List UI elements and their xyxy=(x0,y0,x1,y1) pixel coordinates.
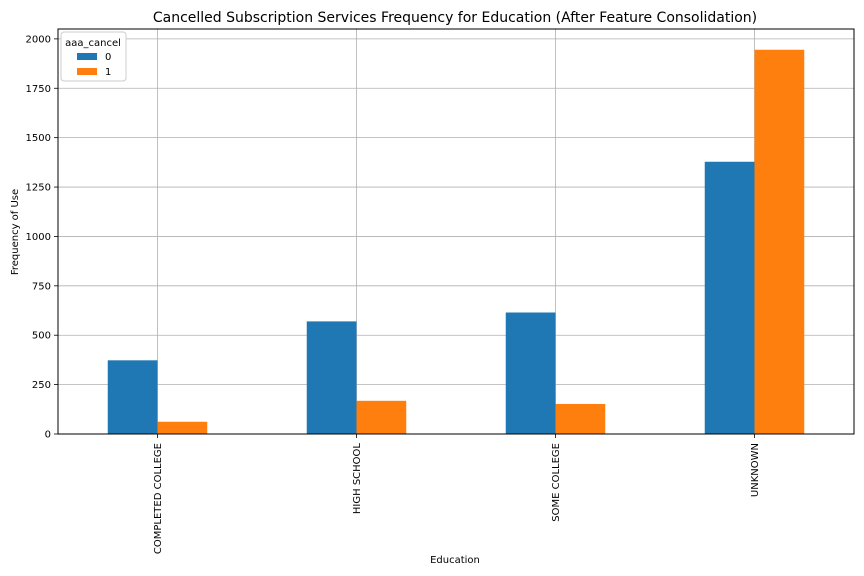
y-tick-label: 1750 xyxy=(26,84,51,95)
x-axis-label: Education xyxy=(430,555,480,566)
y-tick-label: 2000 xyxy=(26,34,51,45)
plot-frame xyxy=(57,28,855,435)
x-axis-ticks: COMPLETED COLLEGE HIGH SCHOOL SOME COLLEGE… xyxy=(153,434,761,554)
x-tick-label: SOME COLLEGE xyxy=(551,443,562,522)
x-tick-label: COMPLETED COLLEGE xyxy=(153,443,164,554)
legend-title: aaa_cancel xyxy=(65,38,121,49)
y-tick-label: 500 xyxy=(32,331,51,342)
legend-swatch-1 xyxy=(77,68,97,75)
legend-label-0: 0 xyxy=(105,52,111,63)
y-tick-label: 1250 xyxy=(26,183,51,194)
bar-series-0-1 xyxy=(306,321,357,434)
y-tick-label: 1500 xyxy=(26,133,51,144)
y-axis-label: Frequency of Use xyxy=(10,189,21,275)
bar-series-0-3 xyxy=(704,161,755,434)
bar-series-1-3 xyxy=(754,49,805,435)
x-tick-label: UNKNOWN xyxy=(750,443,761,497)
bars xyxy=(107,49,805,435)
bar-series-1-2 xyxy=(555,403,606,434)
y-axis-ticks: 0 250 500 750 1000 1250 1500 1750 2000 xyxy=(26,34,58,441)
y-tick-label: 1000 xyxy=(26,232,51,243)
y-tick-label: 250 xyxy=(32,380,51,391)
y-tick-label: 0 xyxy=(45,430,51,441)
legend: aaa_cancel 0 1 xyxy=(60,31,127,82)
legend-label-1: 1 xyxy=(105,67,111,78)
legend-swatch-0 xyxy=(77,53,97,60)
chart-title: Cancelled Subscription Services Frequenc… xyxy=(153,10,757,26)
bar-series-1-0 xyxy=(157,421,208,434)
bar-series-0-0 xyxy=(107,360,158,434)
x-tick-label: HIGH SCHOOL xyxy=(352,443,363,515)
bar-series-0-2 xyxy=(505,312,556,434)
y-tick-label: 750 xyxy=(32,281,51,292)
bar-series-1-1 xyxy=(356,400,407,434)
